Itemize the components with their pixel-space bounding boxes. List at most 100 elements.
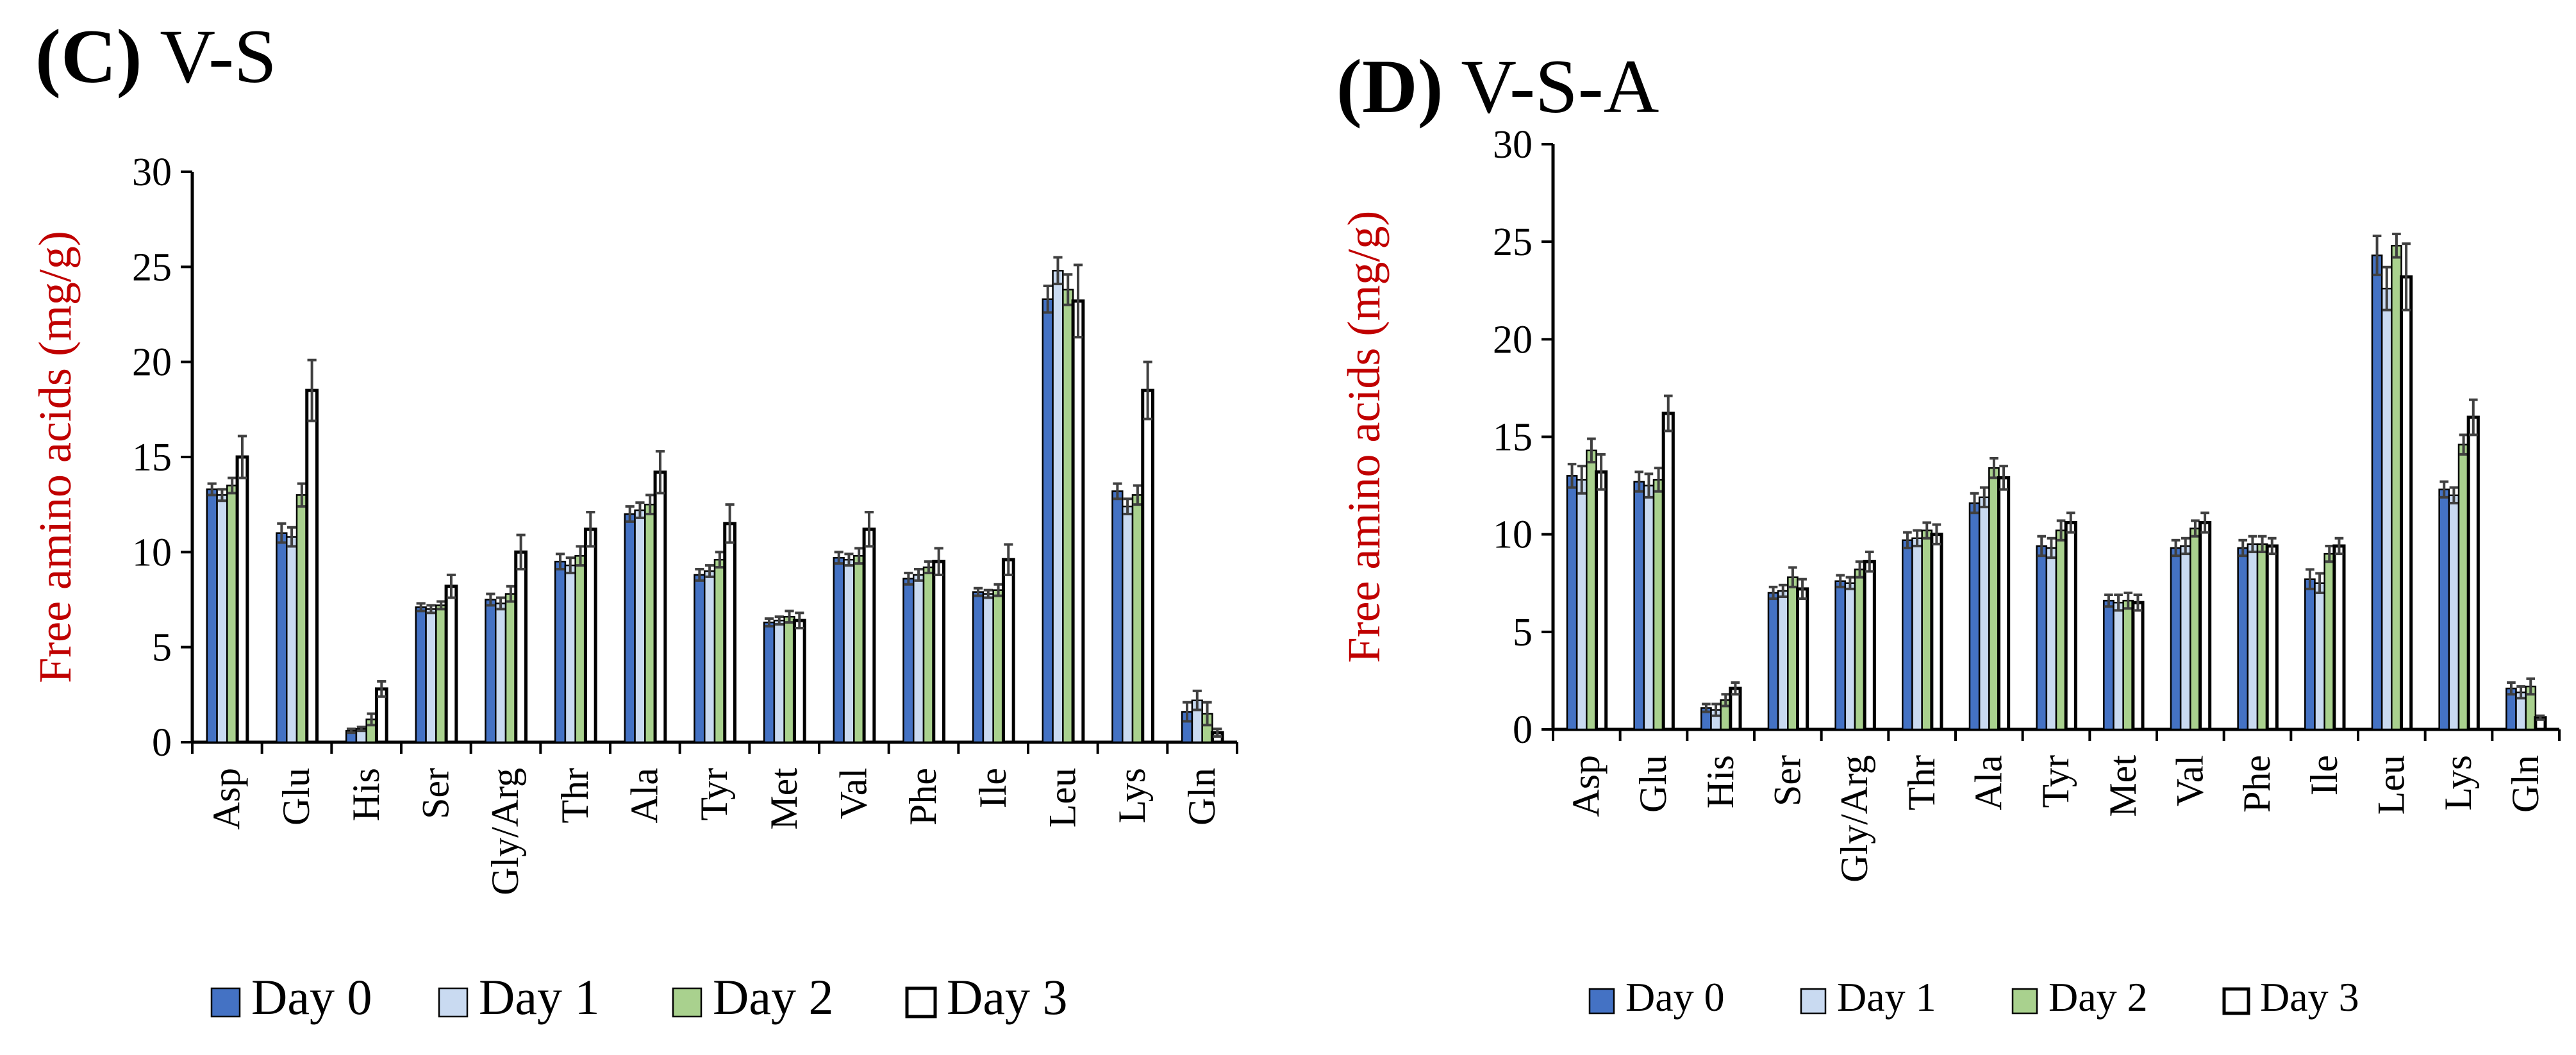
bar-day-3-ala xyxy=(1997,476,2011,731)
category-label: Met xyxy=(2102,755,2144,817)
legend-label-day-3: Day 3 xyxy=(947,969,1067,1025)
bar-day-0-ala xyxy=(624,513,636,743)
y-tick-label: 15 xyxy=(132,436,172,479)
legend-swatch-day-1 xyxy=(438,987,469,1018)
bar-day-0-gly-arg xyxy=(1834,580,1847,731)
bar-day-1-leu xyxy=(2381,287,2393,731)
y-tick-label: 0 xyxy=(152,721,172,765)
category-label: Met xyxy=(763,768,805,830)
y-tick-label: 25 xyxy=(1493,220,1533,264)
bar-day-3-gly-arg xyxy=(514,550,528,744)
bar-day-3-ser xyxy=(1796,587,1809,731)
legend-swatch-day-0 xyxy=(1588,988,1615,1015)
bar-day-1-ala xyxy=(634,509,646,743)
y-axis-label: Free amino acids (mg/g) xyxy=(1338,211,1390,663)
bar-day-0-met xyxy=(763,621,776,743)
legend-swatch-day-2 xyxy=(2011,988,2038,1015)
bar-day-3-thr xyxy=(583,528,597,744)
bar-day-0-phe xyxy=(2237,547,2249,731)
bar-day-1-ile xyxy=(982,593,994,743)
bar-day-3-phe xyxy=(2265,544,2279,731)
bar-day-3-leu xyxy=(1071,299,1085,744)
bar-day-3-lys xyxy=(2466,415,2480,731)
bar-day-0-glu xyxy=(1633,481,1645,731)
bar-day-0-val xyxy=(833,556,845,743)
bar-day-3-asp xyxy=(1595,470,1608,731)
category-label: Gly/Arg xyxy=(1833,755,1875,883)
bar-day-3-met xyxy=(792,619,806,744)
category-label: Leu xyxy=(2370,755,2413,815)
category-label: Ile xyxy=(972,768,1014,808)
category-label: Phe xyxy=(2236,755,2278,813)
bar-day-1-val xyxy=(843,558,855,743)
legend-label-day-0: Day 0 xyxy=(1625,974,1725,1020)
category-label: His xyxy=(1699,755,1741,808)
bar-day-0-lys xyxy=(2438,488,2450,731)
bar-day-0-glu xyxy=(276,532,288,743)
y-tick-label: 20 xyxy=(132,341,172,385)
category-label: Gly/Arg xyxy=(484,768,526,895)
bar-day-3-glu xyxy=(1661,411,1675,731)
legend-label-day-2: Day 2 xyxy=(2048,974,2148,1020)
bar-day-1-glu xyxy=(285,536,298,743)
category-label: Glu xyxy=(1632,755,1674,813)
legend-label-day-1: Day 1 xyxy=(1837,974,1936,1020)
category-label: His xyxy=(345,768,387,821)
bar-day-1-thr xyxy=(564,564,576,743)
legend-label-day-2: Day 2 xyxy=(713,969,833,1025)
category-label: Lys xyxy=(2437,755,2479,811)
bar-day-0-phe xyxy=(902,577,915,743)
bar-day-0-ser xyxy=(415,606,427,743)
bar-day-1-ser xyxy=(1777,590,1789,731)
category-label: Phe xyxy=(902,768,944,826)
legend-label-day-0: Day 0 xyxy=(251,969,372,1025)
category-label: Ile xyxy=(2303,755,2345,795)
category-label: Tyr xyxy=(2034,755,2077,808)
y-tick-label: 10 xyxy=(132,531,172,574)
y-tick-label: 30 xyxy=(1493,123,1533,167)
bar-day-3-gly-arg xyxy=(1863,560,1876,731)
bar-day-0-lys xyxy=(1111,490,1124,743)
category-label: Asp xyxy=(206,768,248,830)
bar-day-3-ala xyxy=(653,470,667,744)
panel-v-s: (C) V-S Free amino acids (mg/g) 0 5 10 15 20 25… xyxy=(29,13,1238,1025)
bar-day-1-val xyxy=(2179,545,2191,731)
panel-letter: (C) xyxy=(35,13,142,99)
bar-day-3-glu xyxy=(305,388,319,744)
y-tick-label: 25 xyxy=(132,245,172,289)
legend-swatch-day-0 xyxy=(210,987,241,1018)
bar-day-3-val xyxy=(2198,520,2212,731)
category-label: Ala xyxy=(1968,755,2010,811)
bar-day-3-val xyxy=(862,528,876,744)
category-label: Ser xyxy=(415,768,457,819)
bar-day-0-ile xyxy=(2304,578,2316,731)
panel-v-s-a: (D) V-S-A Free amino acids (mg/g) 0 5 10 15 20… xyxy=(1336,44,2561,1020)
bar-day-1-phe xyxy=(2247,543,2259,731)
bar-day-3-thr xyxy=(1930,533,1943,731)
legend-label-day-1: Day 1 xyxy=(479,969,599,1025)
bar-day-0-tyr xyxy=(2036,545,2048,731)
bar-day-1-met xyxy=(773,619,785,743)
bar-day-1-gly-arg xyxy=(494,602,507,743)
bar-day-0-asp xyxy=(206,488,218,743)
chart-title: (D) V-S-A xyxy=(1336,44,1659,129)
bar-day-0-val xyxy=(2170,547,2182,731)
y-tick-label: 10 xyxy=(1493,513,1533,557)
bar-day-1-gly-arg xyxy=(1844,582,1856,731)
bar-day-3-ile xyxy=(2332,544,2346,731)
legend-label-day-3: Day 3 xyxy=(2260,974,2359,1020)
chart-title: (C) V-S xyxy=(35,13,277,99)
legend-swatch-day-3 xyxy=(905,986,937,1018)
category-label: Lys xyxy=(1111,768,1153,824)
bar-day-1-leu xyxy=(1052,270,1064,743)
bar-day-0-leu xyxy=(1042,298,1054,743)
bar-day-0-ile xyxy=(972,591,985,743)
panel-name: V-S xyxy=(142,13,277,99)
bar-day-1-asp xyxy=(1575,479,1588,731)
legend-swatch-day-1 xyxy=(1800,988,1827,1015)
category-label: Thr xyxy=(1900,755,1943,811)
bar-day-3-lys xyxy=(1141,388,1155,744)
category-label: Glu xyxy=(275,768,317,826)
